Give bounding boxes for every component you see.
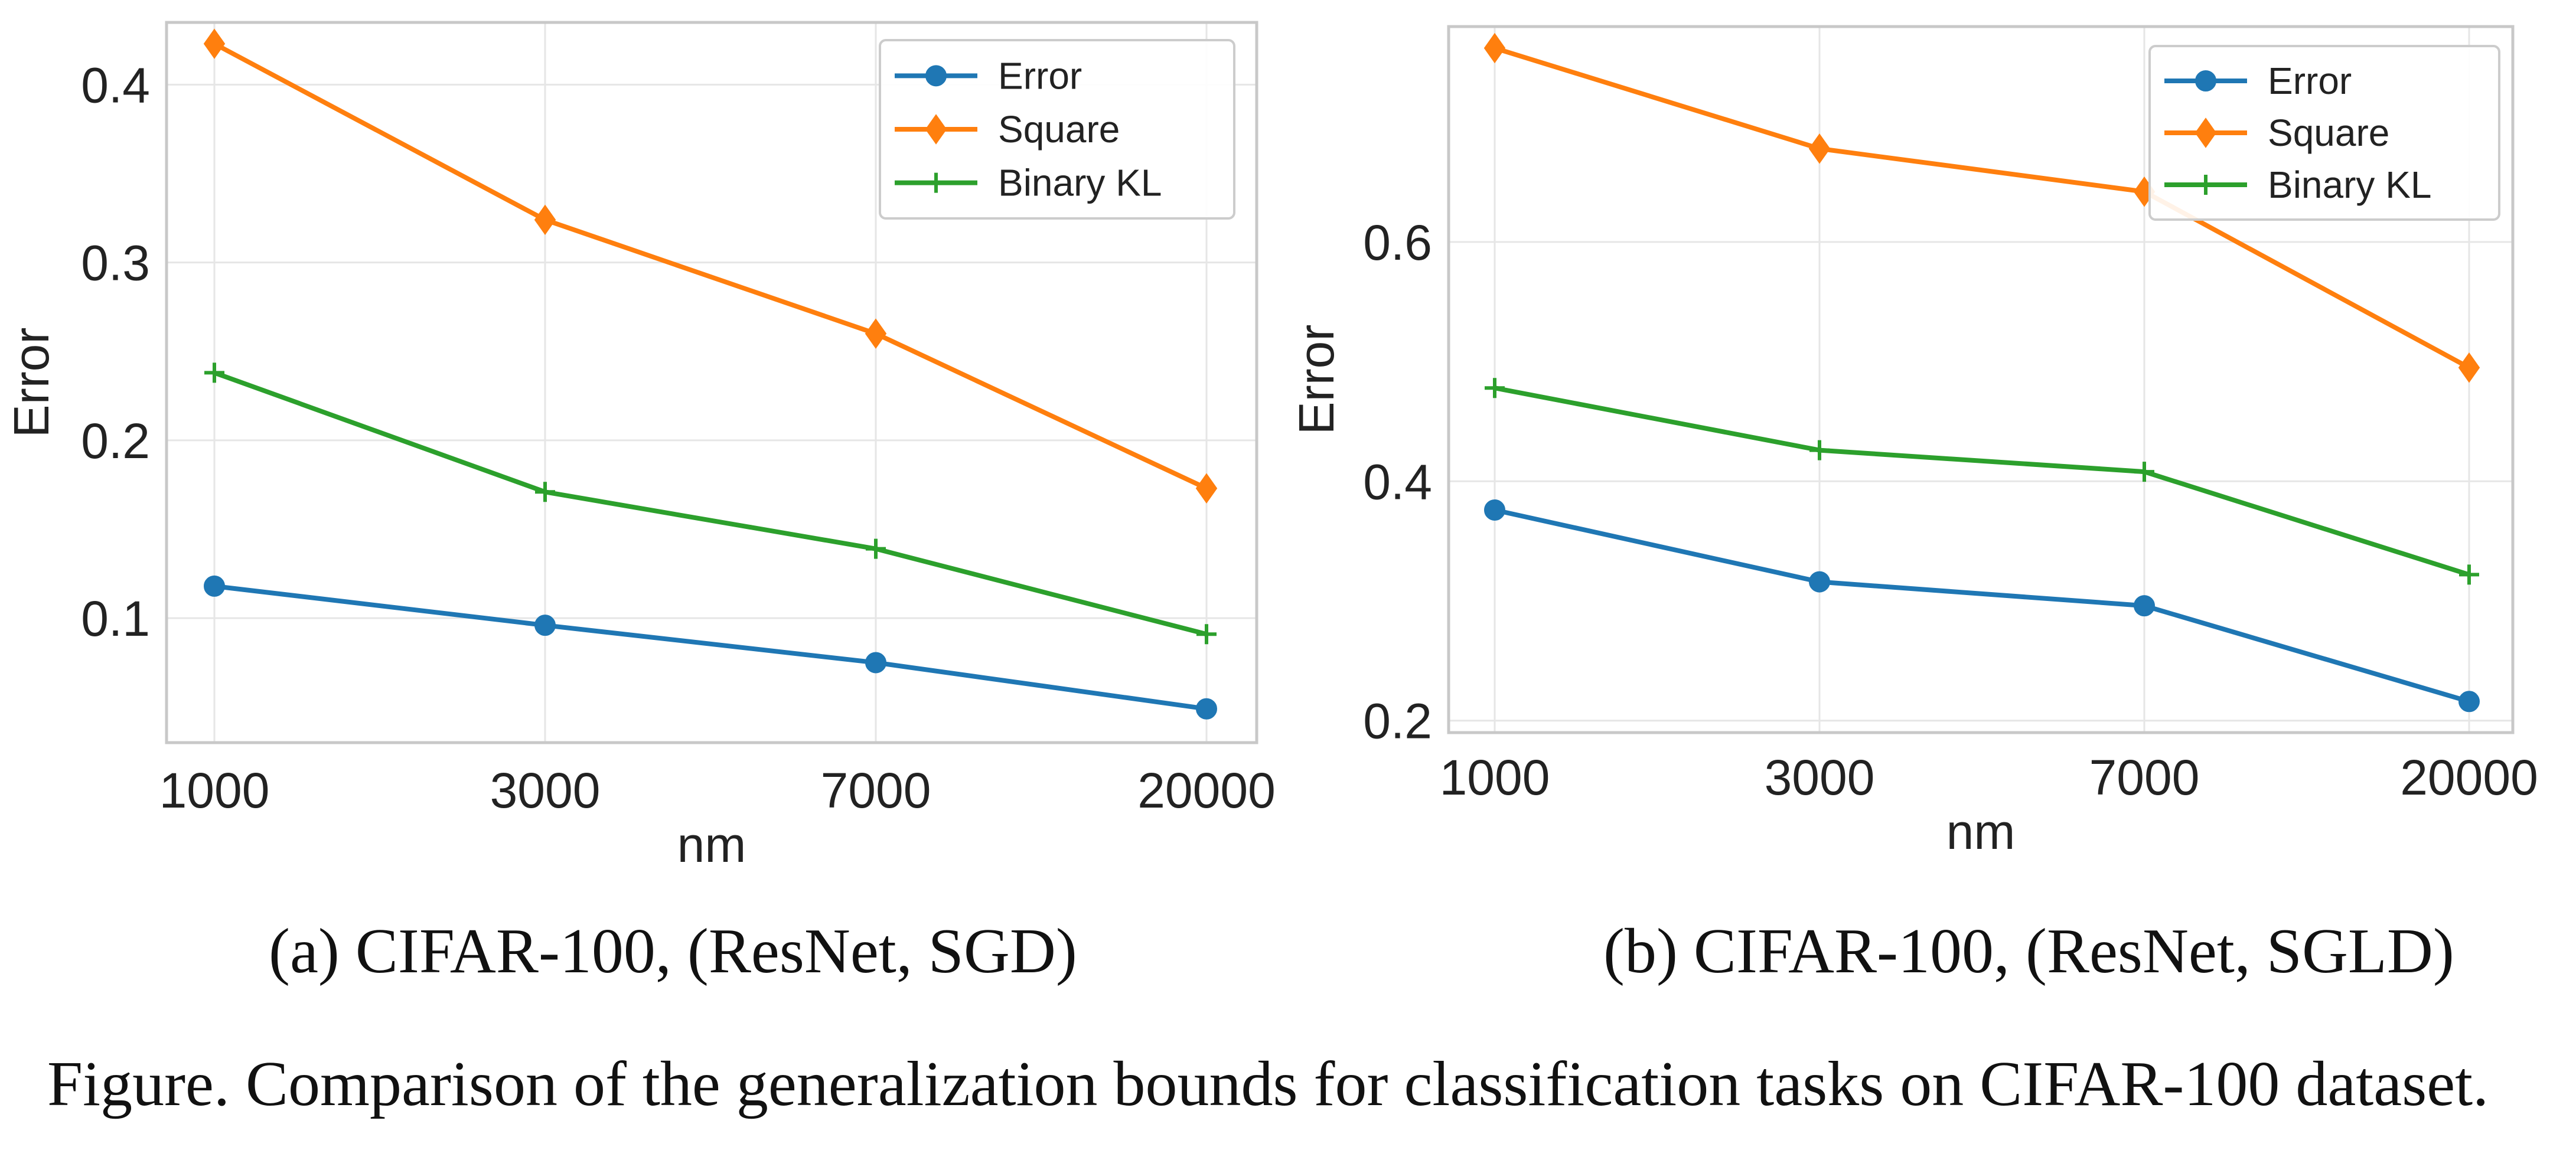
chart-b-ytick-label: 0.2 bbox=[1363, 694, 1432, 749]
chart-b-xtick-label: 1000 bbox=[1440, 750, 1550, 805]
chart-b-square-point bbox=[1483, 32, 1506, 64]
chart-b-x-axis-label: nm bbox=[1946, 804, 2016, 860]
chart-a-error-point bbox=[204, 575, 225, 597]
chart-b-error-line bbox=[1494, 508, 2470, 704]
chart-a-legend-label-binary-kl: Binary KL bbox=[998, 162, 1162, 204]
chart-a-ytick-label: 0.4 bbox=[81, 57, 150, 113]
subfigure-a-caption: (a) CIFAR-100, (ResNet, SGD) bbox=[269, 916, 1077, 986]
chart-a-square-point bbox=[1195, 473, 1218, 504]
chart-b-legend-label-square: Square bbox=[2268, 112, 2389, 154]
chart-b-y-axis-label: Error bbox=[1289, 325, 1344, 435]
chart-a-xtick-label: 3000 bbox=[490, 763, 601, 818]
chart-b-legend-marker-binary-kl bbox=[2196, 175, 2216, 195]
chart-b-legend-box bbox=[2148, 45, 2500, 221]
chart-a-square-point bbox=[865, 318, 887, 349]
chart-a-xtick-label: 7000 bbox=[821, 763, 931, 818]
chart-a-series-error bbox=[204, 575, 1217, 720]
chart-b-error-point bbox=[2458, 691, 2480, 713]
figure-caption: Figure. Comparison of the generalization… bbox=[47, 1049, 2489, 1119]
chart-a-series-binary-kl bbox=[204, 362, 1217, 645]
chart-a-ytick-label: 0.3 bbox=[81, 236, 150, 291]
chart-b-error-point bbox=[2134, 595, 2155, 617]
chart-a-square-point bbox=[534, 204, 556, 236]
chart-a-legend-label-error: Error bbox=[998, 54, 1082, 97]
chart-b-xtick-label: 20000 bbox=[2400, 750, 2538, 805]
chart-a-ytick-label: 0.2 bbox=[81, 413, 150, 469]
chart-a-plot-frame bbox=[165, 21, 1258, 744]
chart-a-square-point bbox=[203, 28, 226, 59]
chart-b-binary-kl-point bbox=[1809, 440, 1830, 460]
chart-b-square-point bbox=[2458, 352, 2480, 383]
chart-b-legend: Error Square Binary KL bbox=[2148, 45, 2500, 221]
chart-a-xtick-label: 20000 bbox=[1137, 763, 1276, 818]
chart-a-error-point bbox=[865, 652, 886, 674]
chart-b-binary-kl-point bbox=[2134, 462, 2154, 482]
chart-b-legend-label-error: Error bbox=[2268, 60, 2352, 102]
chart-a-ytick-label: 0.1 bbox=[81, 591, 150, 646]
chart-a-binary-kl-line bbox=[213, 370, 1208, 637]
chart-b-series-binary-kl bbox=[1485, 378, 2479, 585]
chart-a-x-axis-label: nm bbox=[677, 817, 746, 873]
chart-b-plot-frame bbox=[1447, 25, 2515, 734]
chart-b-square-point bbox=[1808, 133, 1831, 164]
chart-b-error-point bbox=[1484, 499, 1505, 521]
chart-b-xtick-label: 7000 bbox=[2089, 750, 2200, 805]
chart-b-series-error bbox=[1484, 499, 2480, 713]
chart-a-series-square bbox=[203, 28, 1218, 504]
chart-a-error-point bbox=[534, 615, 556, 636]
chart-a-y-axis-label: Error bbox=[4, 328, 59, 438]
chart-a-error-line bbox=[214, 583, 1207, 711]
chart-a-legend-marker-error bbox=[925, 65, 947, 87]
chart-b-ytick-label: 0.6 bbox=[1363, 215, 1432, 270]
chart-b-binary-kl-point bbox=[1485, 378, 1505, 398]
chart-b-square-line bbox=[1494, 45, 2470, 370]
chart-a-legend-marker-binary-kl bbox=[926, 172, 946, 193]
chart-a-binary-kl-point bbox=[204, 362, 224, 383]
chart-a-binary-kl-point bbox=[535, 482, 555, 502]
chart-b-legend-marker-square bbox=[2195, 117, 2217, 148]
chart-b-ytick-label: 0.4 bbox=[1363, 454, 1432, 509]
chart-b-xtick-label: 3000 bbox=[1765, 750, 1875, 805]
subfigure-b-caption: (b) CIFAR-100, (ResNet, SGLD) bbox=[1603, 916, 2454, 986]
chart-b-binary-kl-line bbox=[1494, 385, 2470, 577]
chart-b-error-point bbox=[1809, 571, 1830, 593]
chart-b-series-square bbox=[1483, 32, 2480, 383]
chart-b: 0.2 0.4 0.6 1000 3000 7000 20000 nm Error Error Sq… bbox=[1289, 25, 2538, 860]
chart-b-legend-label-binary-kl: Binary KL bbox=[2268, 164, 2431, 206]
chart-a-legend-label-square: Square bbox=[998, 108, 1120, 151]
chart-a-legend: Error Square Binary KL bbox=[879, 39, 1235, 220]
chart-a-binary-kl-point bbox=[866, 538, 886, 559]
chart-b-binary-kl-point bbox=[2459, 564, 2479, 585]
chart-b-legend-marker-error bbox=[2195, 70, 2216, 92]
chart-a-error-point bbox=[1196, 698, 1217, 720]
chart-a-square-line bbox=[213, 41, 1208, 491]
chart-a-legend-box bbox=[879, 39, 1235, 220]
chart-a-xtick-label: 1000 bbox=[159, 763, 270, 818]
chart-a-legend-marker-square bbox=[925, 114, 947, 145]
chart-a-binary-kl-point bbox=[1196, 624, 1217, 645]
